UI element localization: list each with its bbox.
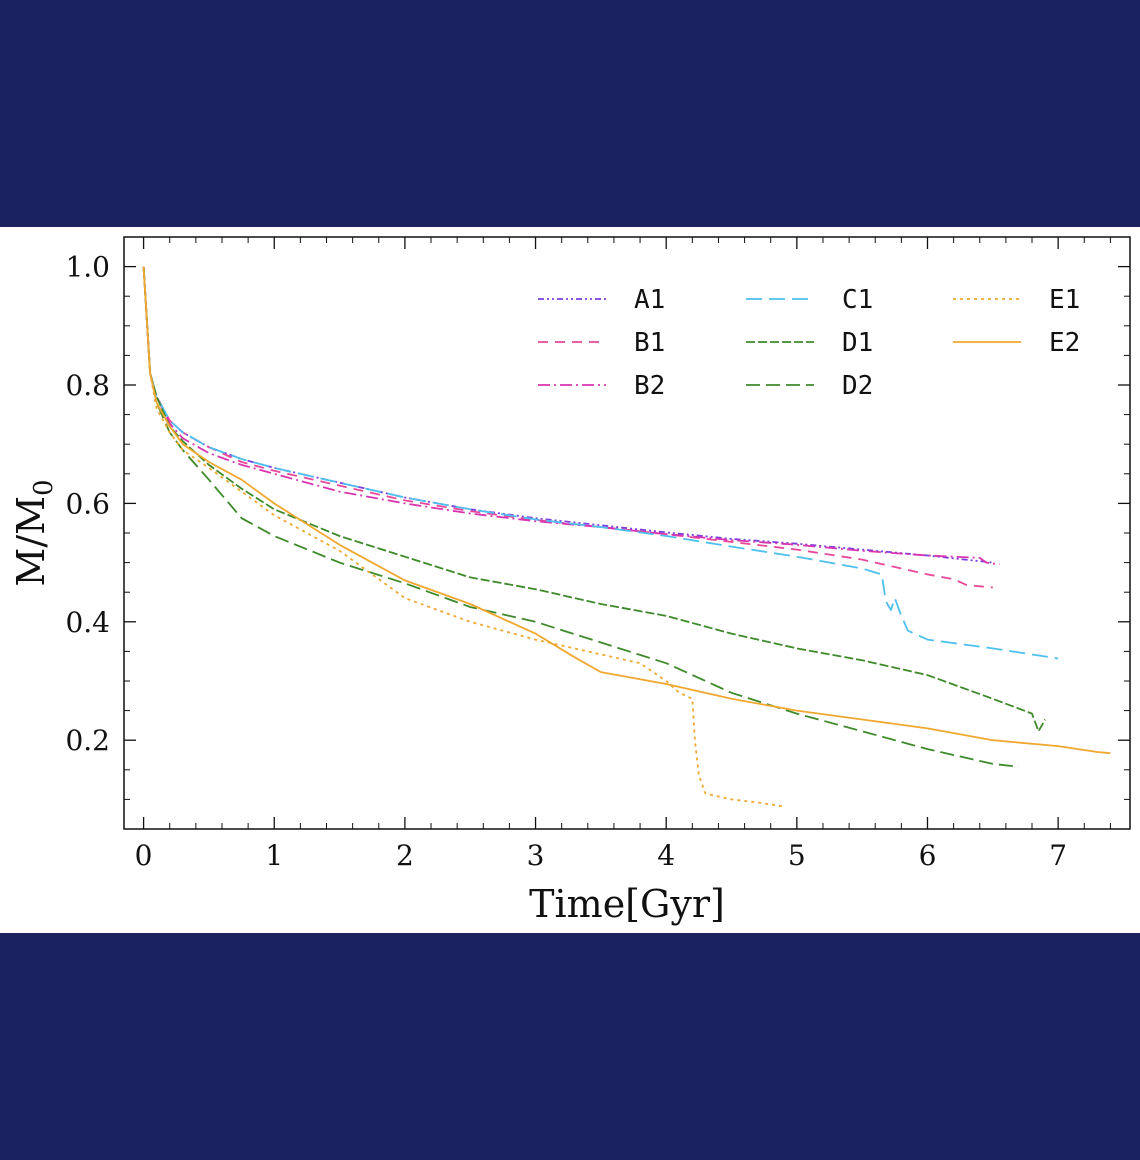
legend-label-c1: C1 <box>842 285 873 315</box>
x-tick-label: 6 <box>919 839 937 872</box>
y-axis-title-sub: 0 <box>29 479 59 496</box>
y-axis-title: M/M0 <box>9 479 59 586</box>
series-line-e2 <box>142 266 1111 755</box>
x-tick-label: 7 <box>1049 839 1067 872</box>
series-line-d2 <box>142 266 1019 768</box>
series-line-e1 <box>142 266 784 808</box>
legend-label-e2: E2 <box>1049 328 1080 358</box>
series-layer <box>142 266 1111 808</box>
x-tick-label: 0 <box>135 839 153 872</box>
plot-frame <box>123 236 1131 830</box>
x-tick-label: 4 <box>657 839 675 872</box>
series-line-a1 <box>142 266 993 564</box>
series-line-d1 <box>142 266 1046 733</box>
ticks: 0 1 2 3 4 5 6 7 0.2 0.4 0.6 0.8 1.0 <box>65 236 1130 872</box>
x-tick-label: 2 <box>396 839 414 872</box>
x-axis-title: Time[Gyr] <box>529 882 725 926</box>
x-tick-label: 3 <box>527 839 545 872</box>
x-tick-label: 5 <box>788 839 806 872</box>
series-line-b2 <box>142 266 1000 566</box>
legend-label-a1: A1 <box>634 285 665 315</box>
y-tick-label: 0.2 <box>65 724 110 757</box>
legend-label-e1: E1 <box>1049 285 1080 315</box>
legend-label-d1: D1 <box>842 328 873 358</box>
chart-panel: 0 1 2 3 4 5 6 7 0.2 0.4 0.6 0.8 1.0 A1 B1 B2 C1 D1 D2 E1 E2… <box>0 227 1140 933</box>
y-tick-label: 0.8 <box>65 369 110 402</box>
legend-label-b1: B1 <box>634 328 665 358</box>
y-tick-label: 0.6 <box>65 487 110 520</box>
x-tick-label: 1 <box>265 839 283 872</box>
series-line-c1 <box>142 266 1059 660</box>
legend-label-d2: D2 <box>842 371 873 401</box>
chart: 0 1 2 3 4 5 6 7 0.2 0.4 0.6 0.8 1.0 A1 B1 B2 C1 D1 D2 E1 E2… <box>9 236 1131 926</box>
legend-label-b2: B2 <box>634 371 665 401</box>
y-tick-label: 0.4 <box>65 606 110 639</box>
legend: A1 B1 B2 C1 D1 D2 E1 E2 <box>538 285 1080 401</box>
y-tick-label: 1.0 <box>65 251 110 284</box>
svg-text:M/M0: M/M0 <box>9 479 59 586</box>
y-axis-title-main: M/M <box>9 496 53 587</box>
